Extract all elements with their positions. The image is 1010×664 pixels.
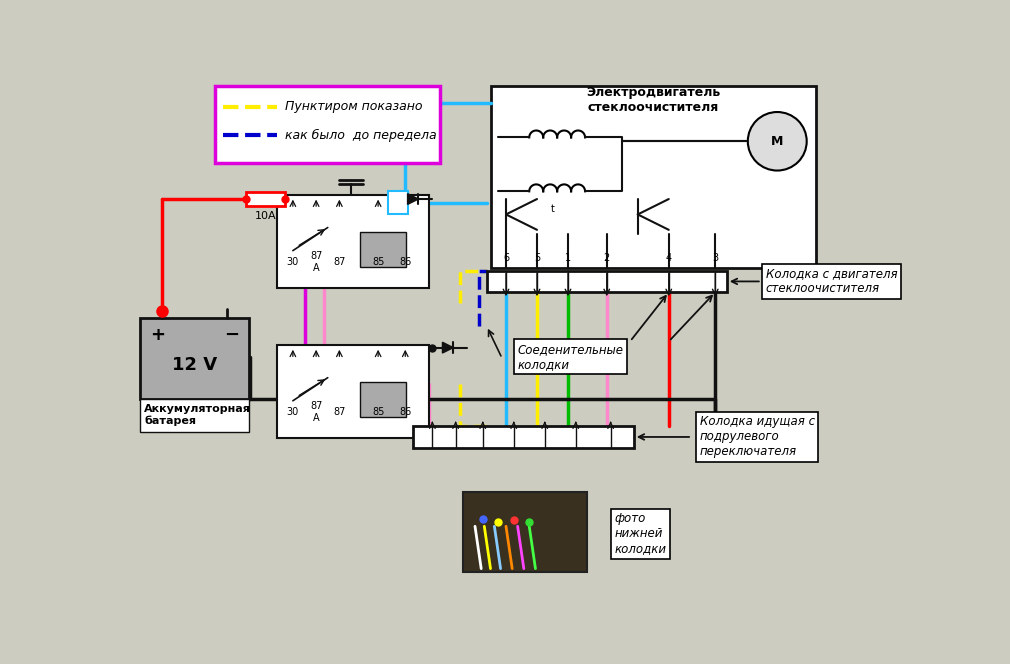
Text: фото
нижней
колодки: фото нижней колодки <box>614 513 667 556</box>
Text: Пунктиром показано: Пунктиром показано <box>285 100 422 113</box>
Text: 30: 30 <box>287 257 299 267</box>
FancyBboxPatch shape <box>215 86 440 163</box>
Text: 87
A: 87 A <box>310 401 322 423</box>
FancyBboxPatch shape <box>361 382 406 418</box>
FancyBboxPatch shape <box>278 345 428 438</box>
Text: 87: 87 <box>333 407 345 417</box>
FancyBboxPatch shape <box>278 195 428 288</box>
Text: Соеденительные
колодки: Соеденительные колодки <box>517 343 623 371</box>
FancyBboxPatch shape <box>140 318 248 399</box>
Text: 87
A: 87 A <box>310 251 322 272</box>
Text: Аккумуляторная
батарея: Аккумуляторная батарея <box>144 404 250 426</box>
Text: −: − <box>224 326 239 345</box>
FancyBboxPatch shape <box>487 271 727 292</box>
Text: 86: 86 <box>399 407 411 417</box>
Text: как было  до передела: как было до передела <box>285 129 436 141</box>
Text: 86: 86 <box>399 257 411 267</box>
Text: 3: 3 <box>712 254 718 264</box>
Text: 2: 2 <box>604 254 610 264</box>
Text: 12 V: 12 V <box>172 356 217 374</box>
Text: t: t <box>550 204 554 214</box>
Text: Колодка идущая с
подрулевого
переключателя: Колодка идущая с подрулевого переключате… <box>700 416 815 458</box>
Polygon shape <box>408 194 418 205</box>
Text: 5: 5 <box>534 254 540 264</box>
Text: Колодка с двигателя
стеклоочистителя: Колодка с двигателя стеклоочистителя <box>766 268 897 295</box>
Text: 87: 87 <box>333 257 345 267</box>
Text: M: M <box>771 135 784 148</box>
Text: +: + <box>149 326 165 345</box>
FancyBboxPatch shape <box>491 86 816 268</box>
Text: 4: 4 <box>666 254 672 264</box>
Text: 30: 30 <box>287 407 299 417</box>
Text: 85: 85 <box>372 407 385 417</box>
Circle shape <box>747 112 807 171</box>
Polygon shape <box>442 342 453 353</box>
Text: Электродвигатель
стеклоочистителя: Электродвигатель стеклоочистителя <box>586 86 720 114</box>
FancyBboxPatch shape <box>464 491 588 572</box>
Text: 85: 85 <box>372 257 385 267</box>
FancyBboxPatch shape <box>388 191 408 214</box>
FancyBboxPatch shape <box>361 232 406 267</box>
FancyBboxPatch shape <box>246 192 285 206</box>
Text: 1: 1 <box>565 254 571 264</box>
FancyBboxPatch shape <box>140 399 248 432</box>
FancyBboxPatch shape <box>413 426 634 448</box>
Text: 6: 6 <box>503 254 509 264</box>
Text: 10A: 10A <box>255 211 277 221</box>
